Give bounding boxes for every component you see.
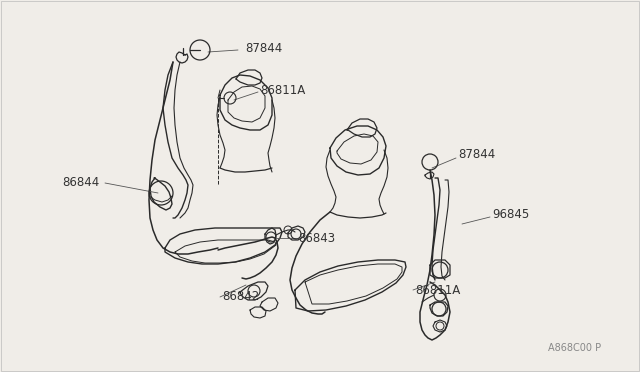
Text: 86842: 86842 bbox=[222, 289, 259, 302]
Text: 87844: 87844 bbox=[245, 42, 282, 55]
Text: 86811A: 86811A bbox=[260, 83, 305, 96]
Text: 86843: 86843 bbox=[298, 231, 335, 244]
Text: A868C00 P: A868C00 P bbox=[548, 343, 601, 353]
Text: 96845: 96845 bbox=[492, 208, 529, 221]
Text: 87844: 87844 bbox=[458, 148, 495, 161]
Text: 86811A: 86811A bbox=[415, 283, 460, 296]
Text: 86844: 86844 bbox=[62, 176, 99, 189]
